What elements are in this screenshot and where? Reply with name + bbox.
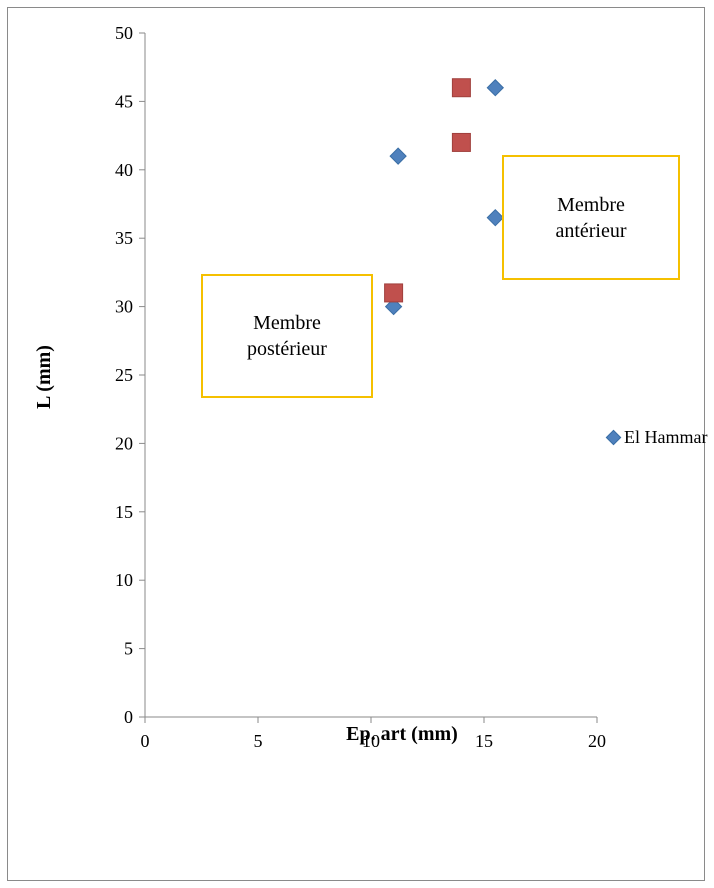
chart-frame bbox=[7, 7, 705, 881]
data-points bbox=[384, 78, 505, 316]
axes bbox=[139, 32, 598, 723]
x-tick-label: 0 bbox=[141, 731, 150, 751]
y-tick-label: 20 bbox=[115, 433, 133, 453]
annotation-line: antérieur bbox=[555, 219, 627, 242]
tick-labels: 0 5 10 15 20 25 30 35 40 45 50 0 5 10 15 20 bbox=[115, 23, 606, 751]
x-tick-label: 15 bbox=[475, 731, 493, 751]
annotation-line: Membre bbox=[557, 193, 625, 216]
diamond-data-point bbox=[486, 208, 505, 227]
x-tick-label: 10 bbox=[362, 731, 380, 751]
annotation-membre-anterieur: Membre antérieur bbox=[502, 155, 680, 280]
y-tick-label: 10 bbox=[115, 570, 133, 590]
y-tick-label: 15 bbox=[115, 502, 133, 522]
annotation-membre-posterieur: Membre postérieur bbox=[201, 274, 373, 398]
y-tick-label: 25 bbox=[115, 365, 133, 385]
square-data-point bbox=[451, 132, 471, 152]
annotation-line: Membre bbox=[253, 312, 321, 334]
y-axis-title: L (mm) bbox=[33, 345, 55, 409]
x-tick-label: 20 bbox=[588, 731, 606, 751]
y-tick-label: 50 bbox=[115, 23, 133, 43]
annotation-line: postérieur bbox=[247, 338, 327, 360]
x-tick-label: 5 bbox=[254, 731, 263, 751]
y-tick-label: 0 bbox=[124, 707, 133, 727]
y-tick-label: 40 bbox=[115, 160, 133, 180]
square-data-point bbox=[451, 78, 471, 98]
diamond-data-point bbox=[389, 147, 407, 165]
diamond-data-point bbox=[486, 79, 505, 97]
y-tick-label: 5 bbox=[124, 639, 133, 659]
y-tick-label: 30 bbox=[115, 297, 133, 317]
diamond-data-point bbox=[384, 297, 403, 316]
legend-label: El Hammar bbox=[624, 427, 708, 447]
square-data-point bbox=[384, 283, 404, 303]
y-tick-label: 45 bbox=[115, 91, 133, 111]
y-tick-label: 35 bbox=[115, 228, 133, 248]
x-axis-title: Ep. art (mm) bbox=[346, 723, 458, 745]
